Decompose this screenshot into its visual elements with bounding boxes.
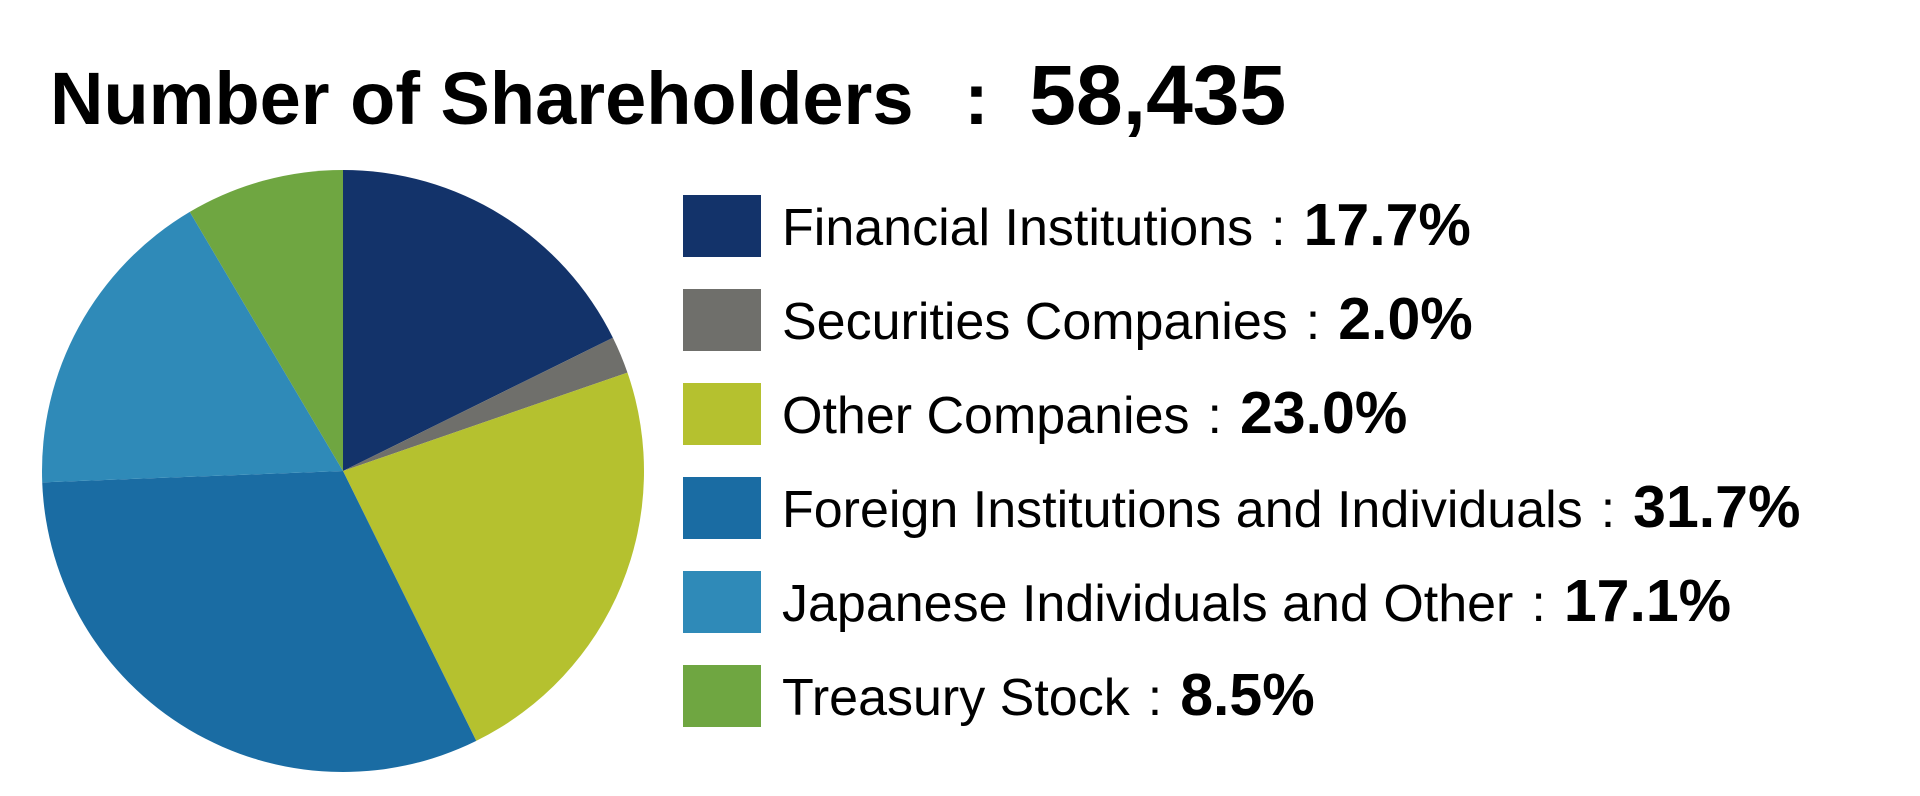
legend-entry: Foreign Institutions and Individuals:31.…	[782, 474, 1800, 540]
chart-title: Number of Shareholders : 58,435	[50, 48, 1286, 142]
legend-entry: Securities Companies:2.0%	[782, 286, 1473, 352]
pie-slice	[343, 337, 628, 471]
separator: :	[1531, 575, 1545, 633]
separator: :	[964, 57, 989, 140]
legend-swatch	[683, 477, 761, 539]
pie-slice	[42, 211, 344, 483]
value-label: 8.5%	[1180, 662, 1314, 728]
pie-slice	[343, 372, 644, 741]
value-label: 23.0%	[1240, 380, 1407, 446]
separator: :	[1271, 199, 1285, 257]
total: 58,435	[1029, 48, 1286, 142]
separator: :	[1601, 481, 1615, 539]
pie-slice	[343, 170, 613, 471]
legend-label: Foreign Institutions and Individuals	[782, 481, 1583, 539]
separator: :	[1306, 293, 1320, 351]
legend-label: Treasury Stock	[782, 669, 1131, 727]
legend-swatch	[683, 289, 761, 351]
legend-swatch	[683, 665, 761, 727]
separator: :	[1208, 387, 1222, 445]
legend-swatch	[683, 571, 761, 633]
pie-slice	[42, 471, 477, 772]
legend-label: Japanese Individuals and Other	[782, 575, 1513, 633]
legend-swatch	[683, 383, 761, 445]
pie-slice	[189, 170, 343, 471]
value-label: 31.7%	[1633, 474, 1800, 540]
legend-label: Other Companies	[782, 387, 1190, 445]
legend-entry: Financial Institutions:17.7%	[782, 192, 1471, 258]
separator: :	[1148, 669, 1162, 727]
value-label: 17.1%	[1564, 568, 1731, 634]
value-label: 2.0%	[1338, 286, 1472, 352]
value-label: 17.7%	[1304, 192, 1471, 258]
legend-entry: Other Companies:23.0%	[782, 380, 1407, 446]
legend-entry: Treasury Stock:8.5%	[782, 662, 1315, 728]
legend-swatch	[683, 195, 761, 257]
legend-entry: Japanese Individuals and Other:17.1%	[782, 568, 1731, 634]
legend-label: Financial Institutions	[782, 199, 1253, 257]
legend-label: Securities Companies	[782, 293, 1288, 351]
title-text: Number of Shareholders	[50, 57, 914, 140]
